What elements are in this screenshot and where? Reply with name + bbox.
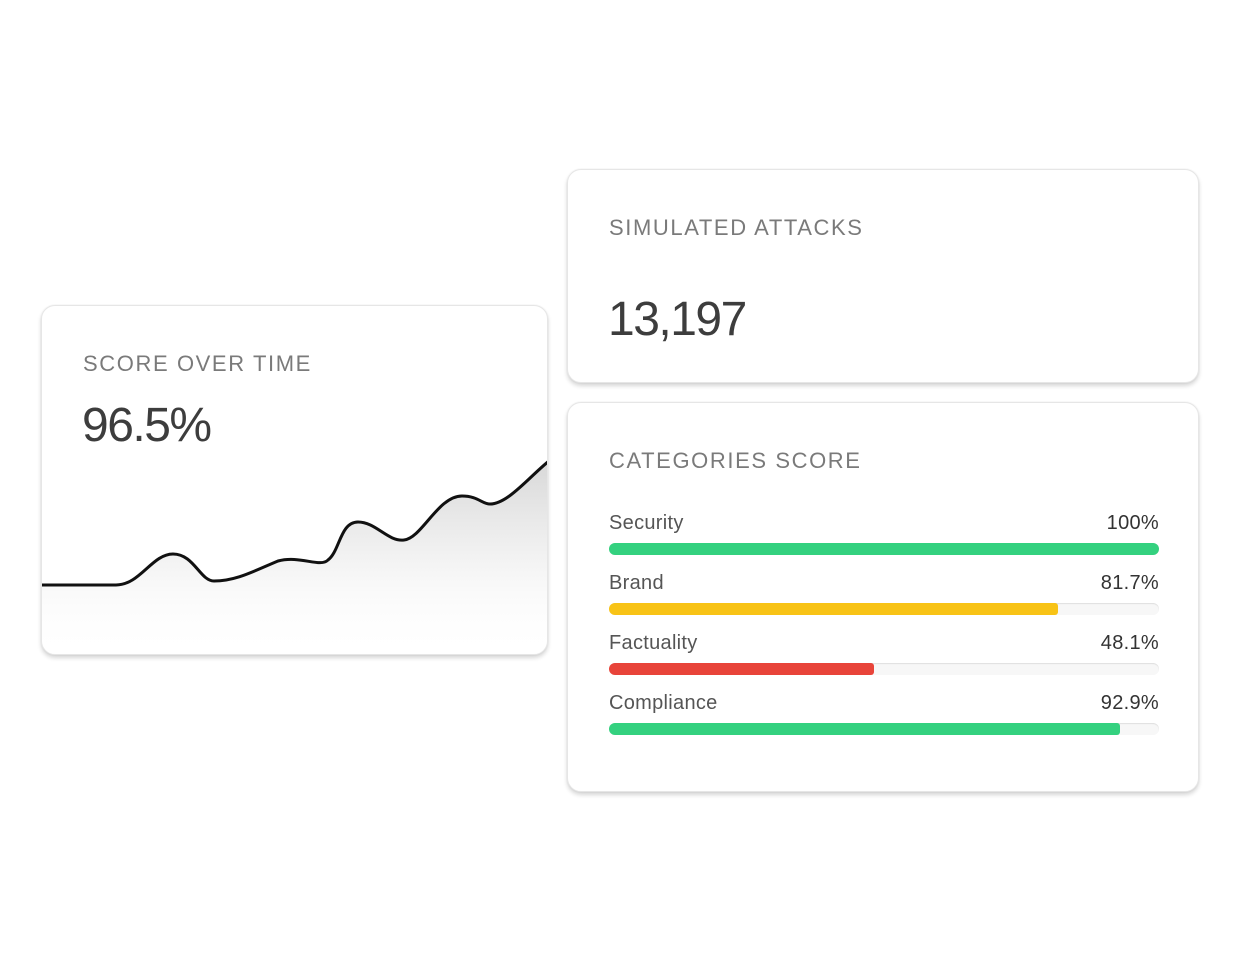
simulated-attacks-value: 13,197 (608, 293, 747, 346)
score-trend-line (42, 460, 547, 587)
categories-score-title: CATEGORIES SCORE (609, 448, 862, 473)
category-progress-track (609, 543, 1159, 555)
category-label: Security (609, 512, 684, 534)
simulated-attacks-card: SIMULATED ATTACKS 13,197 (567, 169, 1199, 383)
category-value: 92.9% (1100, 692, 1159, 714)
category-progress-fill (609, 543, 1159, 555)
score-value: 96.5% (82, 399, 212, 452)
score-over-time-card: SCORE OVER TIME 96.5% (41, 305, 548, 655)
category-row-brand: Brand 81.7% (609, 572, 1159, 632)
category-progress-track (609, 603, 1159, 615)
category-value: 48.1% (1100, 632, 1159, 654)
score-over-time-title: SCORE OVER TIME (83, 351, 312, 376)
category-value: 81.7% (1100, 572, 1159, 594)
categories-score-card: CATEGORIES SCORE Security 100% Brand 81.… (567, 402, 1199, 792)
category-value: 100% (1106, 512, 1159, 534)
category-row-factuality: Factuality 48.1% (609, 632, 1159, 692)
category-progress-fill (609, 663, 874, 675)
category-progress-track (609, 663, 1159, 675)
category-progress-fill (609, 603, 1059, 615)
category-label: Factuality (609, 632, 698, 654)
category-progress-fill (609, 723, 1120, 735)
score-trend-chart (42, 460, 547, 654)
simulated-attacks-title: SIMULATED ATTACKS (609, 215, 864, 240)
category-progress-track (609, 723, 1159, 735)
category-label: Compliance (609, 692, 718, 714)
category-label: Brand (609, 572, 664, 594)
category-row-security: Security 100% (609, 512, 1159, 572)
category-row-compliance: Compliance 92.9% (609, 692, 1159, 752)
score-trend-area (42, 462, 547, 654)
